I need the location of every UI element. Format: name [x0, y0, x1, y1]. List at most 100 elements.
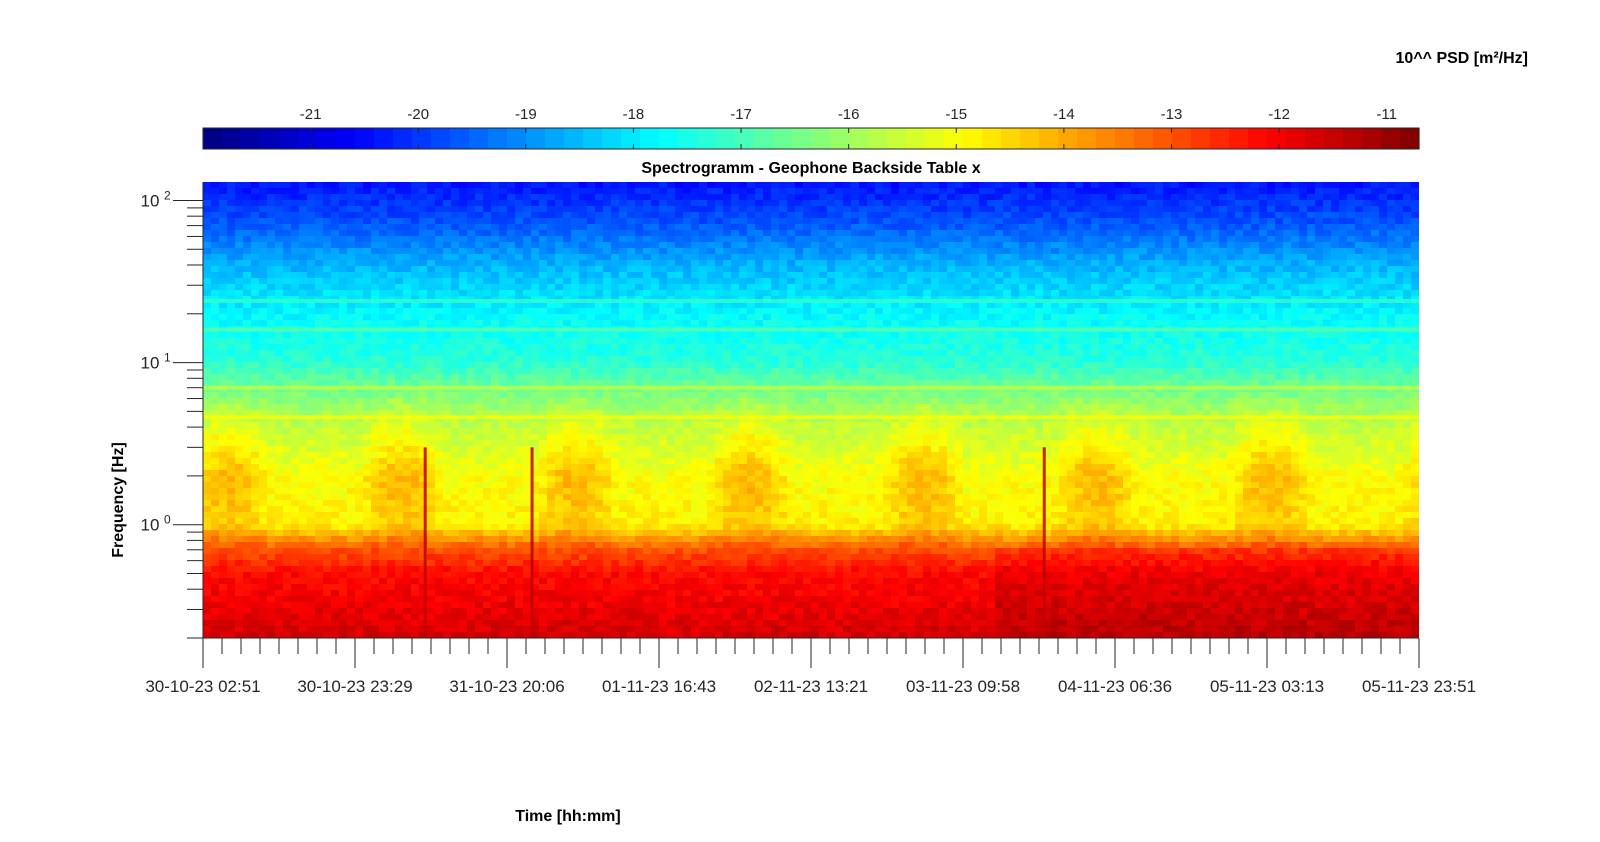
heatmap-cell [1059, 284, 1068, 291]
heatmap-cell [579, 278, 588, 285]
heatmap-cell [1347, 182, 1356, 189]
heatmap-cell [787, 308, 796, 315]
heatmap-cell [579, 284, 588, 291]
heatmap-cell [923, 356, 932, 363]
heatmap-cell [459, 206, 468, 213]
heatmap-cell [1139, 356, 1148, 363]
heatmap-cell [699, 362, 708, 369]
heatmap-cell [659, 344, 668, 351]
heatmap-cell [1195, 242, 1204, 249]
heatmap-cell [811, 248, 820, 255]
heatmap-cell [595, 236, 604, 243]
heatmap-cell [1163, 302, 1172, 309]
heatmap-cell [803, 308, 812, 315]
heatmap-cell [475, 260, 484, 267]
heatmap-cell [875, 368, 884, 375]
heatmap-cell [699, 314, 708, 321]
heatmap-cell [699, 230, 708, 237]
heatmap-cell [315, 212, 324, 219]
heatmap-cell [251, 278, 260, 285]
heatmap-cell [1275, 362, 1284, 369]
heatmap-cell [1027, 182, 1036, 189]
heatmap-cell [619, 230, 628, 237]
heatmap-cell [467, 302, 476, 309]
heatmap-cell [1283, 248, 1292, 255]
heatmap-cell [579, 332, 588, 339]
heatmap-cell [1275, 290, 1284, 297]
heatmap-cell [731, 278, 740, 285]
heatmap-cell [955, 368, 964, 375]
heatmap-cell [211, 314, 220, 321]
heatmap-cell [883, 368, 892, 375]
heatmap-cell [1243, 290, 1252, 297]
heatmap-cell [1067, 368, 1076, 375]
heatmap-cell [251, 200, 260, 207]
heatmap-cell [227, 194, 236, 201]
heatmap-cell [451, 182, 460, 189]
heatmap-cell [619, 188, 628, 195]
heatmap-cell [691, 362, 700, 369]
heatmap-cell [947, 350, 956, 357]
heatmap-cell [451, 206, 460, 213]
heatmap-cell [379, 200, 388, 207]
heatmap-cell [659, 266, 668, 273]
heatmap-cell [1259, 230, 1268, 237]
heatmap-cell [1011, 200, 1020, 207]
heatmap-cell [699, 338, 708, 345]
heatmap-cell [915, 194, 924, 201]
heatmap-cell [787, 206, 796, 213]
heatmap-cell [371, 236, 380, 243]
heatmap-cell [1275, 356, 1284, 363]
heatmap-cell [307, 374, 316, 381]
heatmap-cell [683, 368, 692, 375]
heatmap-cell [467, 200, 476, 207]
heatmap-cell [955, 332, 964, 339]
heatmap-cell [707, 254, 716, 261]
heatmap-cell [283, 302, 292, 309]
heatmap-cell [555, 248, 564, 255]
heatmap-cell [787, 194, 796, 201]
heatmap-cell [619, 212, 628, 219]
heatmap-cell [395, 314, 404, 321]
heatmap-cell [1099, 266, 1108, 273]
colorbar-cell [431, 128, 451, 149]
heatmap-cell [243, 224, 252, 231]
heatmap-cell [987, 320, 996, 327]
heatmap-cell [707, 368, 716, 375]
heatmap-cell [1235, 350, 1244, 357]
heatmap-cell [451, 188, 460, 195]
heatmap-cell [691, 368, 700, 375]
heatmap-cell [819, 260, 828, 267]
heatmap-cell [867, 320, 876, 327]
heatmap-cell [883, 314, 892, 321]
heatmap-cell [891, 248, 900, 255]
heatmap-cell [523, 200, 532, 207]
heatmap-cell [227, 188, 236, 195]
heatmap-cell [1147, 188, 1156, 195]
heatmap-cell [691, 230, 700, 237]
heatmap-cell [379, 290, 388, 297]
heatmap-cell [1003, 332, 1012, 339]
heatmap-cell [907, 344, 916, 351]
heatmap-cell [243, 338, 252, 345]
heatmap-cell [1011, 350, 1020, 357]
heatmap-cell [675, 218, 684, 225]
heatmap-cell [1355, 284, 1364, 291]
heatmap-cell [995, 188, 1004, 195]
heatmap-cell [603, 254, 612, 261]
heatmap-cell [659, 284, 668, 291]
heatmap-cell [819, 212, 828, 219]
heatmap-cell [1115, 362, 1124, 369]
heatmap-cell [755, 212, 764, 219]
heatmap-cell [395, 200, 404, 207]
heatmap-cell [851, 320, 860, 327]
heatmap-cell [427, 242, 436, 249]
heatmap-cell [1059, 338, 1068, 345]
heatmap-cell [1011, 332, 1020, 339]
heatmap-cell [355, 248, 364, 255]
heatmap-cell [867, 308, 876, 315]
heatmap-cell [1163, 272, 1172, 279]
heatmap-cell [1075, 224, 1084, 231]
heatmap-cell [1083, 308, 1092, 315]
heatmap-cell [683, 290, 692, 297]
